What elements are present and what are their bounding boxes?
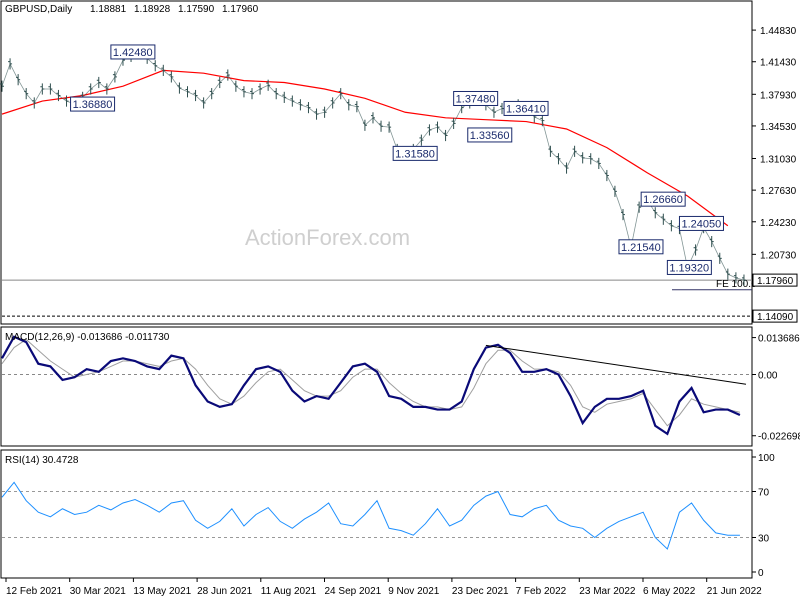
price-label-box [70, 96, 116, 112]
rsi-ytick-label: 30 [758, 534, 770, 545]
x-tick-label: 13 May 2021 [133, 586, 191, 597]
x-tick-label: 12 Feb 2021 [6, 586, 63, 597]
x-tick-label: 11 Aug 2021 [261, 586, 317, 597]
price-label: 1.36880 [73, 99, 113, 111]
watermark: ActionForex.com [245, 225, 410, 250]
support-price-box [752, 309, 798, 323]
price-label: 1.42480 [113, 47, 153, 59]
rsi-ytick-label: 100 [758, 453, 775, 464]
price-ytick-label: 1.37930 [760, 90, 797, 101]
macd-trendline [485, 344, 747, 385]
x-tick-label: 7 Feb 2022 [516, 586, 567, 597]
price-label: 1.21540 [621, 242, 661, 254]
price-label: 1.26660 [643, 194, 683, 206]
ohlc-close: 1.17960 [222, 4, 259, 15]
macd-layer: 0.013686 0.00 -0.022698 [1, 334, 800, 443]
x-tick-label: 9 Nov 2021 [388, 586, 440, 597]
price-label-box [453, 90, 499, 106]
macd-panel-frame [0, 326, 753, 447]
rsi-layer: 100 70 30 0 [1, 453, 775, 579]
price-label-box [666, 259, 712, 275]
macd-ytick-label: 0.013686 [758, 334, 800, 345]
macd-main-line [1, 335, 741, 436]
current-price-label: 1.17960 [757, 276, 794, 287]
price-label-box [110, 44, 156, 60]
rsi-title: RSI(14) 30.4728 [5, 455, 79, 466]
x-tick-label: 23 Dec 2021 [452, 586, 509, 597]
x-axis: 12 Feb 2021 30 Mar 2021 13 May 2021 28 Jun … [5, 578, 762, 597]
x-tick-label: 30 Mar 2021 [70, 586, 127, 597]
price-ytick-label: 1.24230 [760, 218, 797, 229]
x-tick-label: 24 Sep 2021 [325, 586, 382, 597]
price-ytick-label: 1.27630 [760, 186, 797, 197]
support-price-label: 1.14090 [757, 312, 794, 323]
price-label-box [503, 100, 549, 116]
price-ytick-label: 1.31030 [760, 154, 797, 165]
current-price-box [752, 273, 798, 287]
price-label: 1.36410 [506, 103, 546, 115]
macd-ytick-label: -0.022698 [758, 432, 800, 443]
rsi-ytick-label: 0 [758, 568, 764, 579]
price-label-box [467, 127, 513, 143]
price-label-box [678, 215, 724, 231]
ohlc-open: 1.18881 [90, 4, 127, 15]
price-label: 1.37480 [456, 93, 496, 105]
price-label: 1.19320 [669, 262, 709, 274]
x-tick-label: 23 Mar 2022 [579, 586, 636, 597]
x-tick-label: 6 May 2022 [643, 586, 696, 597]
rsi-panel-frame [0, 449, 753, 579]
price-ytick-label: 1.44830 [760, 26, 797, 37]
price-label-box [392, 145, 438, 161]
price-ytick-label: 1.20730 [760, 250, 797, 261]
price-label-box [640, 191, 686, 207]
ohlc-high: 1.18928 [134, 4, 171, 15]
price-panel-frame [0, 0, 753, 325]
price-label: 1.24050 [681, 218, 721, 230]
price-ytick-label: 1.41430 [760, 58, 797, 69]
price-title: GBPUSD,Daily [5, 4, 72, 15]
macd-ytick-label: 0.00 [758, 371, 778, 382]
price-ytick-label: 1.34530 [760, 122, 797, 133]
x-tick-label: 28 Jun 2021 [197, 586, 252, 597]
rsi-line [1, 481, 740, 550]
rsi-ytick-label: 70 [758, 488, 770, 499]
x-tick-label: 21 Jun 2022 [707, 586, 762, 597]
price-label-box [618, 239, 664, 255]
moving-average-line [1, 69, 729, 227]
macd-title: MACD(12,26,9) -0.013686 -0.011730 [5, 332, 170, 343]
macd-signal-line [1, 338, 741, 427]
price-label: 1.33560 [470, 130, 510, 142]
fe-level-label: FE 100.0 [716, 279, 757, 290]
ohlc-low: 1.17590 [178, 4, 215, 15]
price-layer: 1.44830 1.41430 1.37930 1.34530 1.31030 1.276… [0, 26, 798, 323]
price-label: 1.31580 [395, 148, 435, 160]
